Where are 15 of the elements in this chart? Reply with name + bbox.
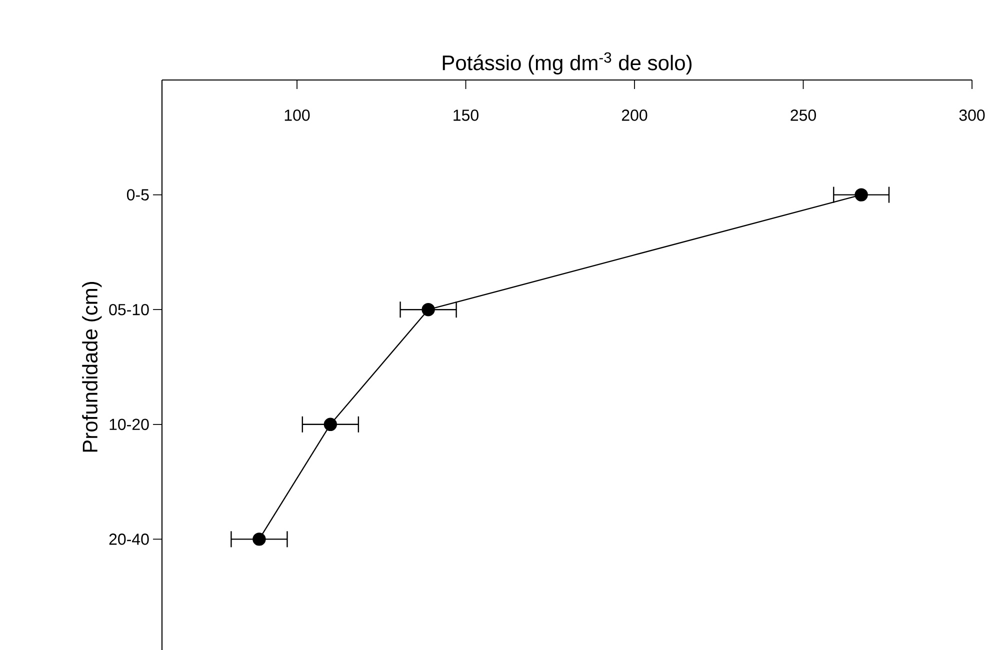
point xyxy=(252,532,266,546)
y-axis-title: Profundidade (cm) xyxy=(82,282,102,452)
x-tick-label: 200 xyxy=(622,110,648,121)
x-tick-label: 250 xyxy=(790,110,816,121)
y-tick-label: 20-40 xyxy=(109,534,149,545)
x-tick-label: 150 xyxy=(454,110,478,121)
point xyxy=(854,188,868,202)
x-tick-label: 300 xyxy=(959,110,985,121)
y-tick-label: 10-20 xyxy=(110,418,149,430)
x-axis-title: Potássio (mg dm$^{-3}$ de solo) xyxy=(442,52,692,74)
x-tick-label: 100 xyxy=(284,110,310,121)
y-tick-label: 0-5 xyxy=(126,189,149,200)
y-tick-label: 05-10 xyxy=(109,304,149,316)
point xyxy=(422,303,435,316)
point xyxy=(324,418,338,432)
